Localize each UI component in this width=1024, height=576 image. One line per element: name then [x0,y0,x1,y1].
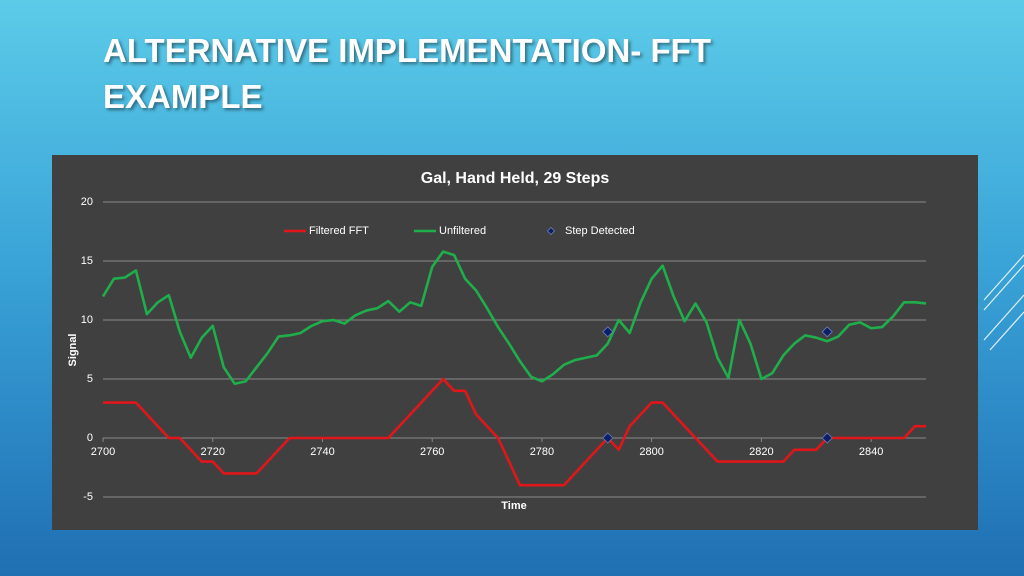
x-tick-label: 2700 [91,446,115,458]
y-tick-label: 10 [81,314,93,326]
legend-label: Step Detected [565,225,635,237]
x-axis-label: Time [501,500,526,512]
series-line [103,377,926,487]
x-tick-label: 2800 [639,446,663,458]
step-marker [821,326,833,338]
legend-label: Filtered FFT [309,225,369,237]
x-tick-label: 2740 [310,446,334,458]
y-axis-label: Signal [67,333,79,366]
y-tick-label: 15 [81,255,93,267]
step-marker [602,326,614,338]
slide-title: ALTERNATIVE IMPLEMENTATION- FFT EXAMPLE [103,32,711,115]
y-tick-label: 20 [81,196,93,208]
x-tick-label: 2780 [530,446,554,458]
y-tick-label: 5 [87,373,93,385]
x-tick-label: 2720 [200,446,224,458]
step-marker [602,432,614,444]
x-tick-label: 2820 [749,446,773,458]
x-tick-label: 2840 [859,446,883,458]
y-tick-label: 0 [87,432,93,444]
y-tick-label: -5 [83,491,93,503]
x-tick-label: 2760 [420,446,444,458]
step-marker [821,432,833,444]
chart-area [52,155,978,530]
series-line [101,250,927,386]
legend-swatch [546,226,556,236]
decoration [983,254,1024,351]
chart-title: Gal, Hand Held, 29 Steps [421,170,610,187]
legend-label: Unfiltered [439,225,486,237]
